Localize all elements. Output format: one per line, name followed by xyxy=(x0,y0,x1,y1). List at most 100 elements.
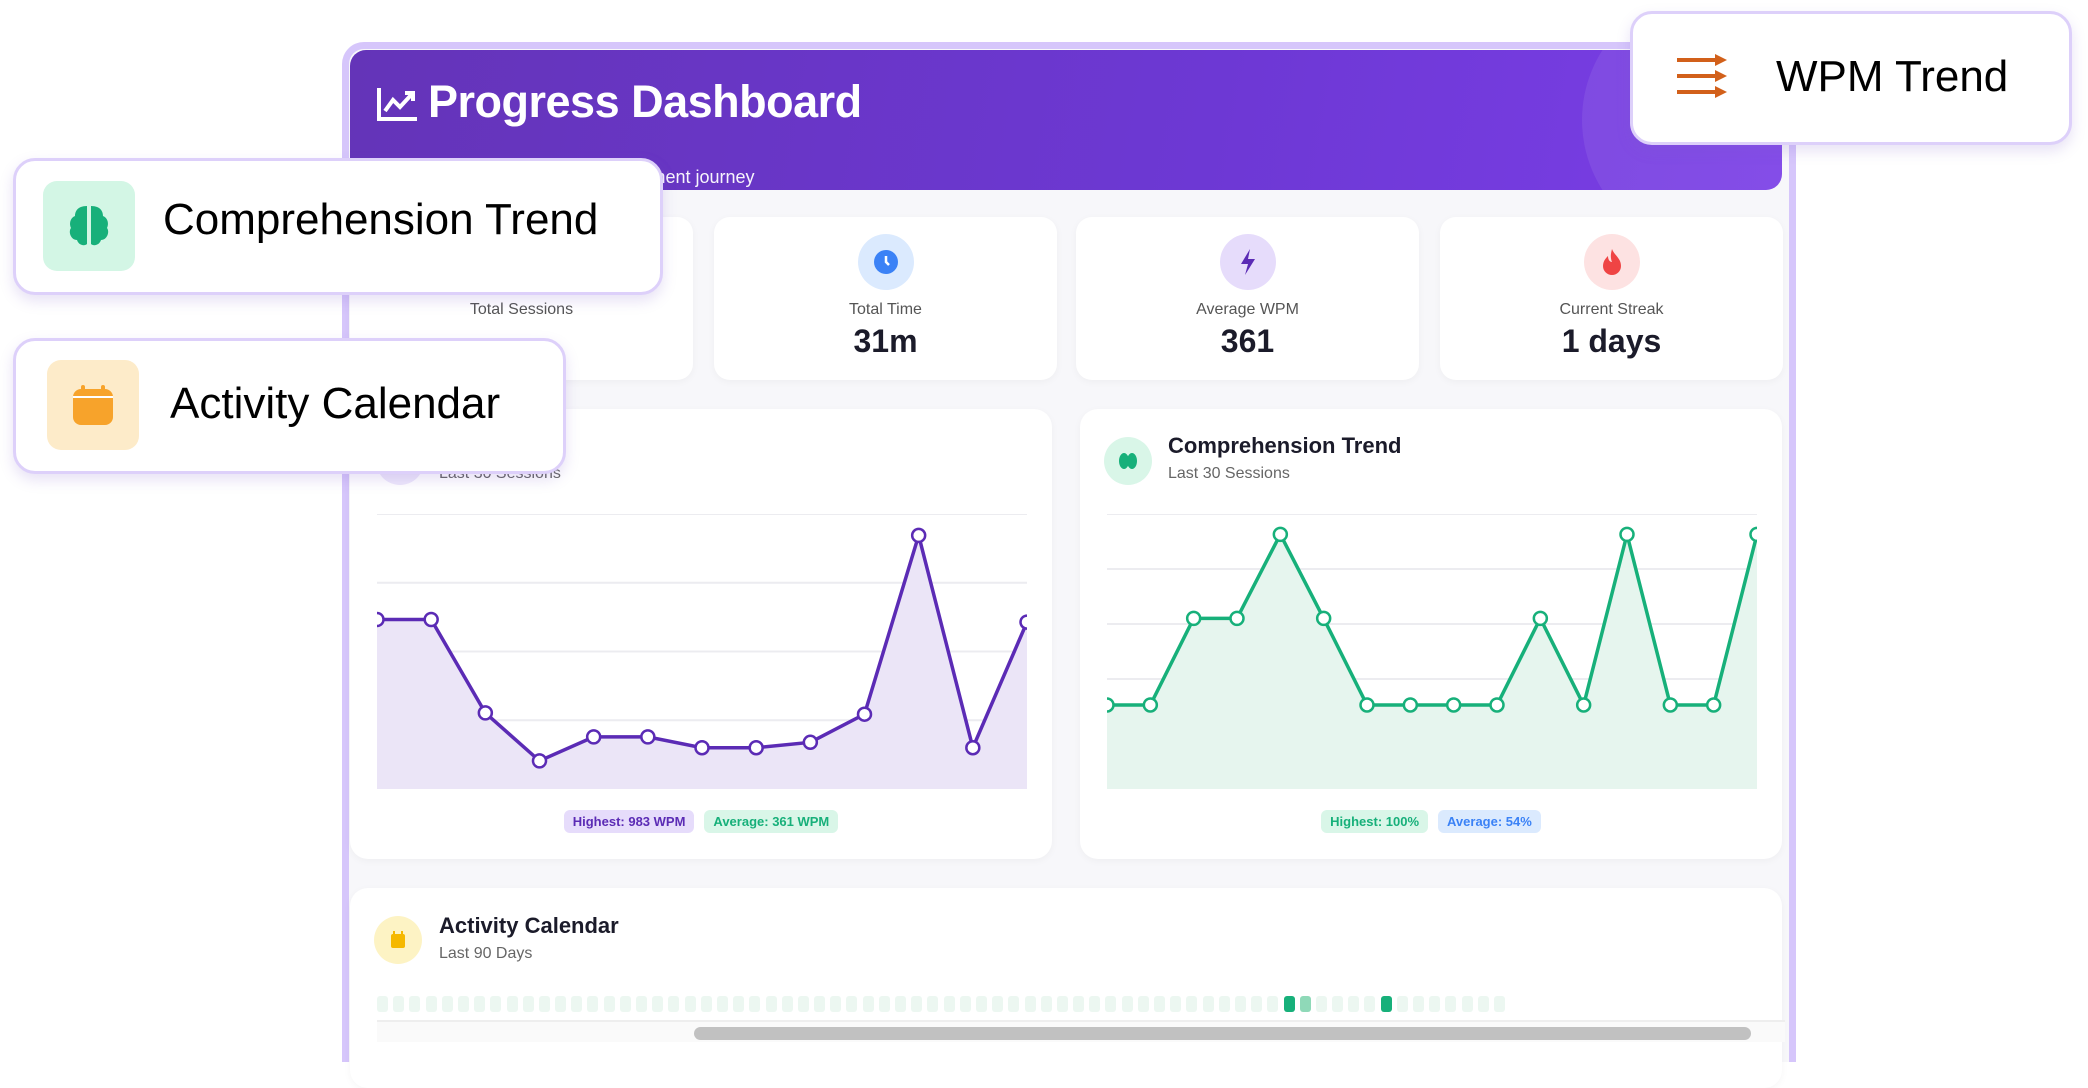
activity-day-cell[interactable] xyxy=(781,996,793,1012)
data-point[interactable] xyxy=(1489,697,1505,713)
activity-day-cell[interactable] xyxy=(911,996,923,1012)
activity-day-cell[interactable] xyxy=(992,996,1004,1012)
data-point[interactable] xyxy=(1185,610,1202,627)
activity-day-cell[interactable] xyxy=(1186,996,1198,1012)
activity-day-cell[interactable] xyxy=(1299,996,1311,1012)
activity-day-cell[interactable] xyxy=(716,996,728,1012)
activity-day-cell[interactable] xyxy=(1121,996,1133,1012)
activity-day-cell[interactable] xyxy=(457,996,469,1012)
activity-day-cell[interactable] xyxy=(668,996,680,1012)
horizontal-scrollbar[interactable] xyxy=(377,1020,1785,1042)
activity-day-cell[interactable] xyxy=(1024,996,1036,1012)
activity-day-cell[interactable] xyxy=(490,996,502,1012)
data-point[interactable] xyxy=(1019,614,1028,630)
data-point[interactable] xyxy=(1532,610,1549,627)
activity-day-cell[interactable] xyxy=(733,996,745,1012)
data-point[interactable] xyxy=(694,739,710,756)
activity-day-cell[interactable] xyxy=(377,996,388,1012)
activity-day-cell[interactable] xyxy=(1040,996,1052,1012)
activity-day-cell[interactable] xyxy=(1413,996,1424,1012)
activity-day-cell[interactable] xyxy=(684,996,696,1012)
data-point[interactable] xyxy=(1315,610,1332,627)
activity-day-cell[interactable] xyxy=(652,996,664,1012)
data-point[interactable] xyxy=(1359,697,1375,713)
activity-day-cell[interactable] xyxy=(797,996,809,1012)
data-point[interactable] xyxy=(585,729,602,745)
scrollbar-thumb[interactable] xyxy=(694,1027,1751,1040)
data-point[interactable] xyxy=(1705,697,1722,713)
activity-day-cell[interactable] xyxy=(1396,996,1408,1012)
activity-day-cell[interactable] xyxy=(1477,996,1489,1012)
activity-day-cell[interactable] xyxy=(959,996,971,1012)
activity-day-cell[interactable] xyxy=(830,996,842,1012)
activity-day-cell[interactable] xyxy=(1056,996,1068,1012)
activity-day-cell[interactable] xyxy=(814,996,826,1012)
data-point[interactable] xyxy=(1619,526,1635,543)
data-point[interactable] xyxy=(910,527,927,544)
activity-day-cell[interactable] xyxy=(1493,996,1505,1012)
activity-day-cell[interactable] xyxy=(1105,996,1117,1012)
data-point[interactable] xyxy=(1142,697,1159,713)
activity-day-cell[interactable] xyxy=(425,996,437,1012)
activity-day-cell[interactable] xyxy=(1283,996,1295,1012)
data-point[interactable] xyxy=(856,706,873,722)
activity-day-cell[interactable] xyxy=(765,996,777,1012)
activity-day-cell[interactable] xyxy=(1315,996,1327,1012)
data-point[interactable] xyxy=(1749,526,1758,543)
activity-day-cell[interactable] xyxy=(409,996,421,1012)
data-point[interactable] xyxy=(1402,697,1419,713)
activity-day-cell[interactable] xyxy=(927,996,939,1012)
activity-day-cell[interactable] xyxy=(895,996,906,1012)
activity-day-cell[interactable] xyxy=(587,996,599,1012)
activity-day-cell[interactable] xyxy=(943,996,955,1012)
data-point[interactable] xyxy=(1662,697,1679,713)
activity-day-cell[interactable] xyxy=(474,996,486,1012)
activity-day-cell[interactable] xyxy=(846,996,858,1012)
data-point[interactable] xyxy=(748,739,764,756)
activity-day-cell[interactable] xyxy=(1234,996,1246,1012)
data-point[interactable] xyxy=(1107,697,1115,713)
activity-day-cell[interactable] xyxy=(506,996,518,1012)
activity-day-cell[interactable] xyxy=(1154,996,1165,1012)
data-point[interactable] xyxy=(802,734,819,751)
activity-day-cell[interactable] xyxy=(1445,996,1457,1012)
data-point[interactable] xyxy=(965,739,981,756)
activity-day-cell[interactable] xyxy=(1008,996,1020,1012)
activity-day-cell[interactable] xyxy=(975,996,987,1012)
activity-day-cell[interactable] xyxy=(1380,996,1392,1012)
activity-day-cell[interactable] xyxy=(700,996,712,1012)
data-point[interactable] xyxy=(1229,610,1245,627)
activity-day-cell[interactable] xyxy=(749,996,761,1012)
activity-day-cell[interactable] xyxy=(571,996,583,1012)
activity-day-cell[interactable] xyxy=(636,996,647,1012)
data-point[interactable] xyxy=(1445,697,1462,713)
activity-day-cell[interactable] xyxy=(862,996,874,1012)
activity-day-cell[interactable] xyxy=(1137,996,1149,1012)
activity-day-cell[interactable] xyxy=(603,996,615,1012)
activity-day-cell[interactable] xyxy=(522,996,534,1012)
activity-day-cell[interactable] xyxy=(538,996,550,1012)
activity-day-cell[interactable] xyxy=(878,996,890,1012)
activity-day-cell[interactable] xyxy=(1218,996,1230,1012)
activity-day-cell[interactable] xyxy=(1170,996,1182,1012)
activity-day-cell[interactable] xyxy=(1364,996,1376,1012)
data-point[interactable] xyxy=(640,729,656,745)
activity-day-cell[interactable] xyxy=(619,996,631,1012)
activity-day-cell[interactable] xyxy=(1073,996,1085,1012)
data-point[interactable] xyxy=(377,611,385,628)
activity-day-cell[interactable] xyxy=(1267,996,1279,1012)
activity-day-cell[interactable] xyxy=(1348,996,1360,1012)
activity-day-cell[interactable] xyxy=(1429,996,1441,1012)
activity-day-cell[interactable] xyxy=(393,996,405,1012)
data-point[interactable] xyxy=(531,753,548,769)
activity-day-cell[interactable] xyxy=(1089,996,1101,1012)
activity-day-cell[interactable] xyxy=(441,996,453,1012)
activity-day-cell[interactable] xyxy=(555,996,567,1012)
activity-day-cell[interactable] xyxy=(1251,996,1263,1012)
data-point[interactable] xyxy=(1272,526,1289,543)
data-point[interactable] xyxy=(477,705,494,721)
activity-day-cell[interactable] xyxy=(1461,996,1473,1012)
activity-day-cell[interactable] xyxy=(1332,996,1344,1012)
activity-day-cell[interactable] xyxy=(1202,996,1214,1012)
data-point[interactable] xyxy=(423,611,439,628)
